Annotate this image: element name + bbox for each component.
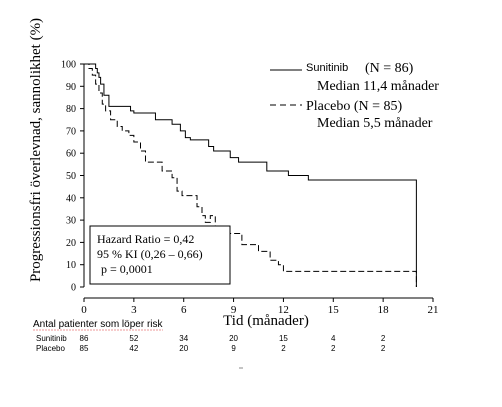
risk-value-placebo: 2 bbox=[281, 344, 286, 353]
x-tick-label: 6 bbox=[181, 304, 187, 316]
hazard-ratio-box: Hazard Ratio = 0,42 95 % KI (0,26 – 0,66… bbox=[89, 225, 231, 285]
x-axis-label: Tid (månader) bbox=[223, 313, 309, 329]
x-ticks: 0 3 6 9 12 15 18 21 bbox=[81, 298, 439, 316]
risk-value-placebo: 2 bbox=[381, 344, 386, 353]
x-tick-label: 18 bbox=[378, 304, 390, 316]
y-ticks: 0 10 20 30 40 50 60 70 80 90 100 bbox=[61, 60, 84, 294]
risk-value-sunitinib: 52 bbox=[129, 334, 138, 343]
risk-value-placebo: 85 bbox=[80, 344, 89, 353]
y-tick-label: 70 bbox=[66, 126, 76, 137]
series-layer bbox=[84, 63, 417, 287]
hazard-ratio-text: Hazard Ratio = 0,42 bbox=[97, 232, 194, 246]
risk-value-placebo: 20 bbox=[179, 344, 188, 353]
x-tick-label: 21 bbox=[428, 304, 439, 316]
risk-table-title: Antal patienter som löper risk bbox=[33, 319, 164, 330]
legend-median-sunitinib: Median 11,4 månader bbox=[317, 79, 439, 94]
risk-value-sunitinib: 34 bbox=[179, 334, 188, 343]
risk-row-label-sunitinib: Sunitinib bbox=[36, 334, 67, 343]
x-tick-label: 3 bbox=[131, 304, 137, 316]
x-tick-label: 0 bbox=[81, 304, 87, 316]
legend: Sunitinib (N = 86) Median 11,4 månader P… bbox=[270, 61, 439, 131]
risk-row-label-placebo: Placebo bbox=[36, 344, 65, 353]
series-line-placebo bbox=[84, 63, 417, 287]
y-tick-label: 90 bbox=[66, 82, 76, 93]
y-tick-label: 0 bbox=[71, 283, 76, 294]
risk-value-placebo: 9 bbox=[231, 344, 236, 353]
x-tick-label: 12 bbox=[278, 304, 289, 316]
confidence-interval-text: 95 % KI (0,26 – 0,66) bbox=[97, 247, 203, 261]
hazard-ratio-frame bbox=[89, 225, 231, 285]
risk-value-sunitinib: 20 bbox=[229, 334, 238, 343]
x-tick-label: 9 bbox=[231, 304, 237, 316]
risk-value-sunitinib: 2 bbox=[381, 334, 386, 343]
legend-label-sunitinib: Sunitinib bbox=[306, 62, 348, 74]
y-tick-label: 60 bbox=[66, 149, 76, 160]
legend-label-placebo: Placebo (N = 85) bbox=[306, 99, 402, 114]
risk-value-sunitinib: 15 bbox=[279, 334, 288, 343]
risk-value-placebo: 42 bbox=[129, 344, 138, 353]
series-line-sunitinib bbox=[84, 63, 417, 287]
p-value-text: p = 0,0001 bbox=[101, 262, 153, 276]
y-tick-label: 40 bbox=[66, 193, 76, 204]
y-tick-label: 50 bbox=[66, 171, 76, 182]
x-tick-label: 15 bbox=[328, 304, 340, 316]
y-tick-label: 80 bbox=[66, 104, 76, 115]
y-tick-label: 20 bbox=[66, 238, 76, 249]
y-axis-label: Progressionsfri överlevnad, sannolikhet … bbox=[28, 18, 44, 282]
risk-value-placebo: 2 bbox=[331, 344, 336, 353]
y-tick-label: 100 bbox=[61, 60, 76, 71]
risk-table-values: 86 52 34 20 15 4 285 42 20 9 2 2 2 bbox=[80, 334, 386, 353]
risk-value-sunitinib: 4 bbox=[331, 334, 336, 343]
risk-value-sunitinib: 86 bbox=[80, 334, 89, 343]
legend-median-placebo: Median 5,5 månader bbox=[317, 116, 433, 131]
y-tick-label: 30 bbox=[66, 216, 76, 227]
legend-n-sunitinib: (N = 86) bbox=[365, 61, 414, 76]
y-tick-label: 10 bbox=[66, 260, 76, 271]
